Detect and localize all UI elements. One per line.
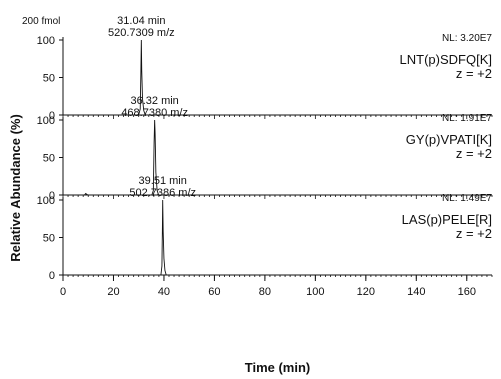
y-tick-label: 100 [37,35,55,47]
peak-mz-label: 468.7380 m/z [121,107,188,119]
y-axis-title: Relative Abundance (%) [8,114,23,262]
y-tick-label: 100 [37,115,55,127]
x-tick-label: 40 [158,286,170,298]
y-tick-label: 50 [43,73,55,85]
x-tick-label: 160 [458,286,476,298]
peak-time-label: 36.32 min [130,95,178,107]
charge-label: z = +2 [456,226,492,241]
peak-mz-label: 520.7309 m/z [108,27,175,39]
y-tick-label: 0 [49,110,55,122]
x-axis: 0 20 40 60 80 100 120 140 160 [60,275,476,298]
x-tick-label: 20 [107,286,119,298]
peptide-label: GY(p)VPATI[K] [406,132,492,147]
y-tick-label: 0 [49,270,55,282]
y-tick-label: 50 [43,153,55,165]
x-tick-label: 60 [208,286,220,298]
peak-time-label: 31.04 min [117,15,165,27]
series-line [63,39,492,116]
nl-label: NL: 3.20E7 [442,33,492,44]
peptide-label: LAS(p)PELE[R] [402,212,492,227]
x-tick-label: 100 [306,286,324,298]
x-tick-label: 80 [259,286,271,298]
peak-mz-label: 502.7386 m/z [129,187,196,199]
x-tick-label: 0 [60,286,66,298]
charge-label: z = +2 [456,146,492,161]
nl-label: NL: 1.91E7 [442,113,492,124]
series-line [63,119,492,196]
amount-label: 200 fmol [22,16,60,27]
series-line [63,199,492,276]
nl-label: NL: 1.49E7 [442,193,492,204]
peak-time-label: 39.51 min [139,175,187,187]
y-tick-label: 100 [37,195,55,207]
x-tick-label: 120 [357,286,375,298]
x-axis-title: Time (min) [245,360,311,375]
y-axis-title-group: Relative Abundance (%) [8,114,23,262]
y-tick-label: 50 [43,233,55,245]
charge-label: z = +2 [456,66,492,81]
y-tick-label: 0 [49,190,55,202]
peptide-label: LNT(p)SDFQ[K] [400,52,492,67]
x-tick-label: 140 [407,286,425,298]
